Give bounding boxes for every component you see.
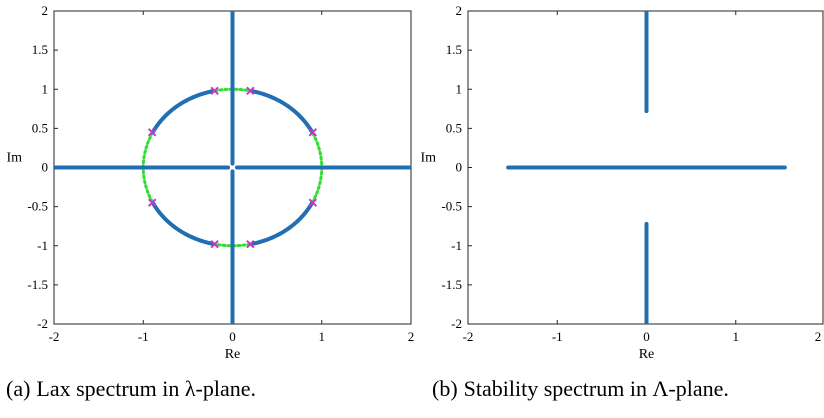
caption-lax-spectrum: (a) Lax spectrum in λ-plane. bbox=[6, 376, 256, 402]
y-tick-label: -1.5 bbox=[27, 277, 48, 292]
caption-text: Stability spectrum in Λ-plane. bbox=[463, 376, 729, 401]
y-tick-label: 0.5 bbox=[446, 120, 462, 135]
x-marker bbox=[246, 86, 255, 96]
y-tick-label: -2 bbox=[37, 316, 48, 331]
data-layer bbox=[54, 11, 411, 324]
caption-label: (b) bbox=[432, 376, 458, 401]
x-marker-stroke bbox=[210, 86, 219, 96]
y-axis-label: Im bbox=[420, 151, 436, 166]
x-marker bbox=[308, 128, 318, 137]
caption-label: (a) bbox=[6, 376, 31, 401]
x-marker bbox=[308, 198, 318, 207]
y-tick-label: -1 bbox=[451, 238, 462, 253]
x-tick-label: 2 bbox=[815, 329, 822, 344]
x-axis-label: Re bbox=[225, 347, 241, 362]
x-marker bbox=[246, 239, 255, 249]
y-axis-label: Im bbox=[6, 151, 22, 166]
x-marker bbox=[147, 198, 157, 207]
x-tick-label: 1 bbox=[733, 329, 740, 344]
y-tick-label: 1 bbox=[42, 81, 49, 96]
y-tick-label: -1.5 bbox=[441, 277, 462, 292]
y-tick-label: -0.5 bbox=[27, 199, 48, 214]
y-tick-label: -2 bbox=[451, 316, 462, 331]
y-tick-label: 0 bbox=[42, 160, 49, 175]
arc-series bbox=[150, 89, 214, 134]
y-tick-label: 1 bbox=[456, 81, 463, 96]
x-marker-stroke bbox=[308, 128, 318, 137]
data-layer bbox=[506, 11, 787, 324]
x-marker bbox=[147, 128, 157, 137]
y-tick-label: 1.5 bbox=[446, 42, 462, 57]
x-tick-label: 2 bbox=[408, 329, 415, 344]
x-tick-label: -2 bbox=[463, 329, 474, 344]
x-marker-stroke bbox=[246, 86, 255, 96]
y-tick-label: -0.5 bbox=[441, 199, 462, 214]
x-tick-label: -1 bbox=[138, 329, 149, 344]
y-tick-label: 0 bbox=[456, 160, 463, 175]
x-marker-stroke bbox=[147, 128, 157, 137]
arc-series bbox=[251, 201, 315, 246]
caption-stability-spectrum: (b) Stability spectrum in Λ-plane. bbox=[432, 376, 729, 402]
x-axis-label: Re bbox=[639, 347, 655, 362]
arc-series bbox=[150, 201, 214, 246]
y-tick-label: 0.5 bbox=[32, 120, 48, 135]
x-tick-label: 1 bbox=[319, 329, 326, 344]
x-tick-label: 0 bbox=[643, 329, 650, 344]
x-marker-stroke bbox=[246, 239, 255, 249]
x-tick-label: -2 bbox=[49, 329, 60, 344]
stability-spectrum-plot: -2 -1 0 1 2 2 1.5 1 0.5 0 -0.5 -1 -1.5 -2 Re Im bbox=[420, 3, 824, 362]
arc-series bbox=[251, 89, 315, 134]
lax-spectrum-plot: -2 -1 0 1 2 2 1.5 1 0.5 0 -0.5 -1 -1.5 -2 Re Im bbox=[6, 3, 414, 362]
y-tick-label: 2 bbox=[456, 3, 463, 18]
caption-text: Lax spectrum in λ-plane. bbox=[36, 376, 257, 401]
y-tick-label: -1 bbox=[37, 238, 48, 253]
x-marker bbox=[210, 86, 219, 96]
x-marker bbox=[210, 239, 219, 249]
x-tick-label: -1 bbox=[552, 329, 563, 344]
x-marker-stroke bbox=[147, 198, 157, 207]
x-marker-stroke bbox=[308, 198, 318, 207]
x-tick-label: 0 bbox=[229, 329, 236, 344]
y-tick-label: 1.5 bbox=[32, 42, 48, 57]
x-marker-stroke bbox=[210, 239, 219, 249]
y-tick-label: 2 bbox=[42, 3, 49, 18]
